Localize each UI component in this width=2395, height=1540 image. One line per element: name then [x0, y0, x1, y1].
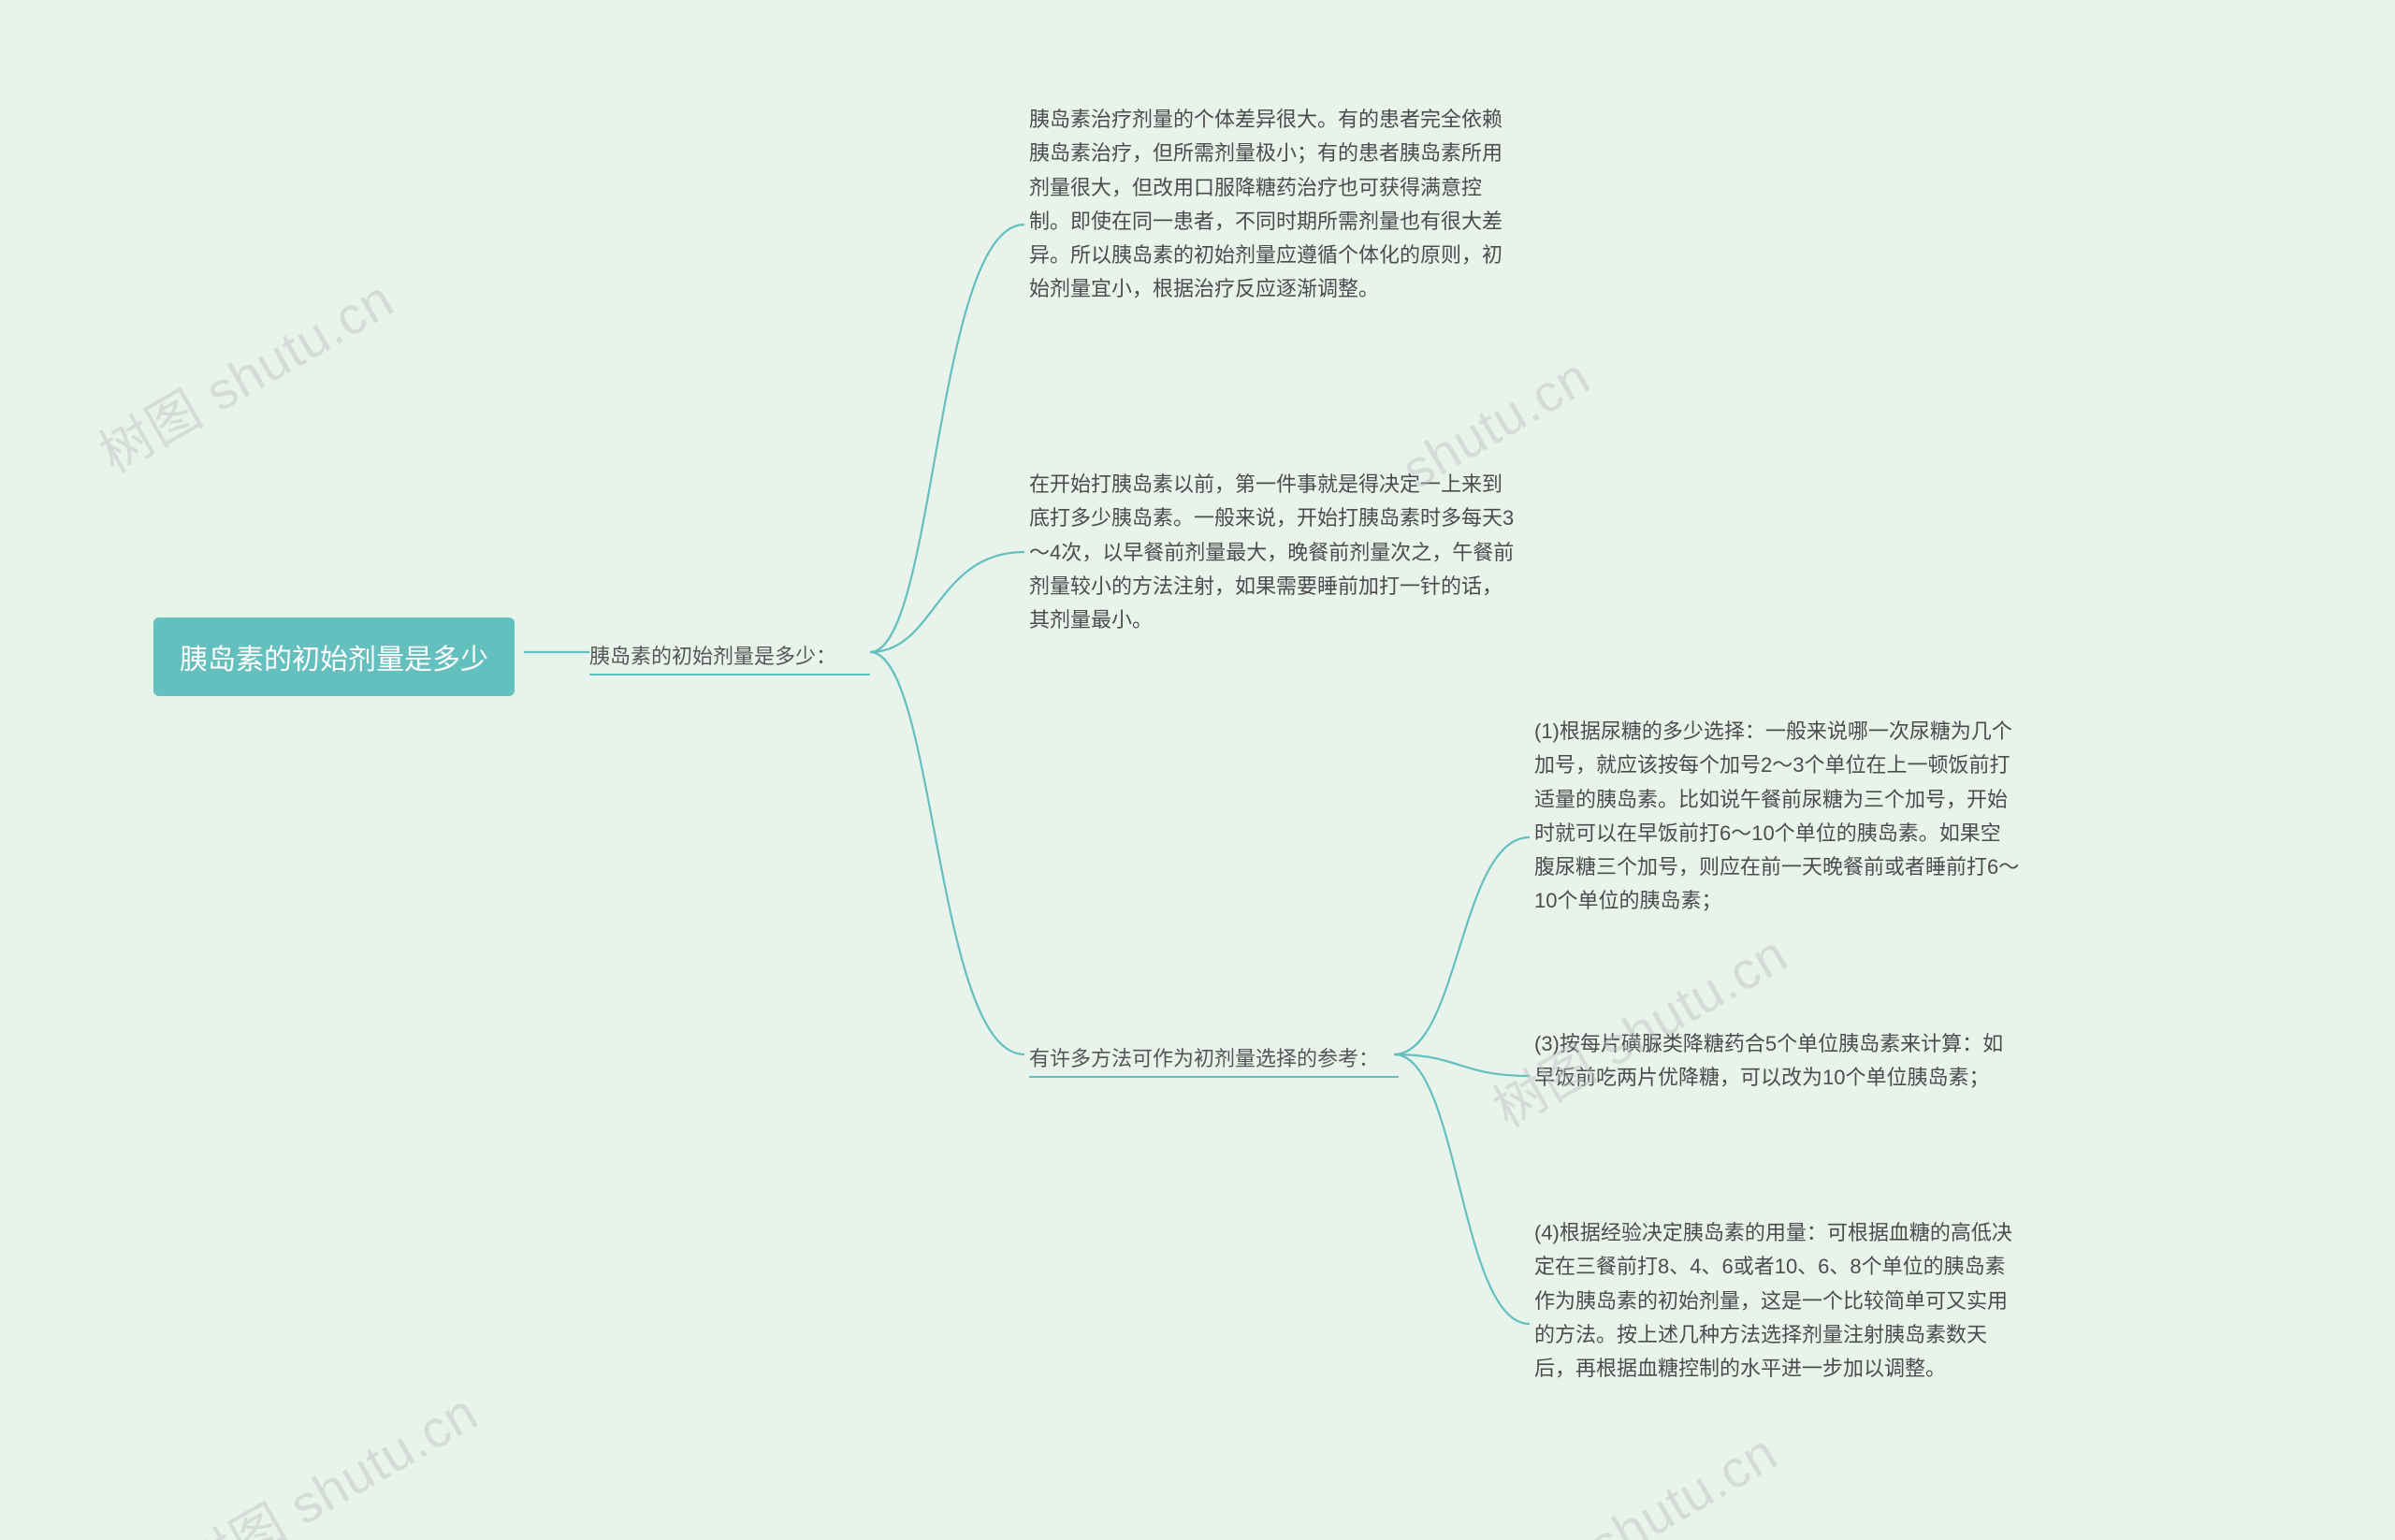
level1-node: 胰岛素的初始剂量是多少： [589, 640, 836, 670]
connector [870, 225, 1024, 652]
root-node: 胰岛素的初始剂量是多少 [153, 617, 515, 696]
leaf-node: (4)根据经验决定胰岛素的用量：可根据血糖的高低决定在三餐前打8、4、6或者10… [1534, 1216, 2021, 1386]
watermark: shutu.cn [1579, 1421, 1788, 1540]
branch-node: 有许多方法可作为初剂量选择的参考： [1029, 1042, 1399, 1072]
level1-underline [589, 674, 870, 676]
leaf-node: (3)按每片磺脲类降糖药合5个单位胰岛素来计算：如早饭前吃两片优降糖，可以改为1… [1534, 1027, 2021, 1096]
branch-underline [1029, 1076, 1399, 1078]
leaf-node: 在开始打胰岛素以前，第一件事就是得决定一上来到底打多少胰岛素。一般来说，开始打胰… [1029, 468, 1516, 637]
connector [870, 552, 1024, 652]
watermark: 树图 shutu.cn [168, 1372, 490, 1540]
leaf-node: (1)根据尿糖的多少选择：一般来说哪一次尿糖为几个加号，就应该按每个加号2～3个… [1534, 715, 2021, 919]
connector [1394, 837, 1530, 1054]
connector [1394, 1054, 1530, 1324]
leaf-node: 胰岛素治疗剂量的个体差异很大。有的患者完全依赖胰岛素治疗，但所需剂量极小；有的患… [1029, 103, 1516, 307]
connector [870, 652, 1024, 1054]
watermark: 树图 shutu.cn [84, 258, 406, 487]
connector [1394, 1054, 1530, 1076]
